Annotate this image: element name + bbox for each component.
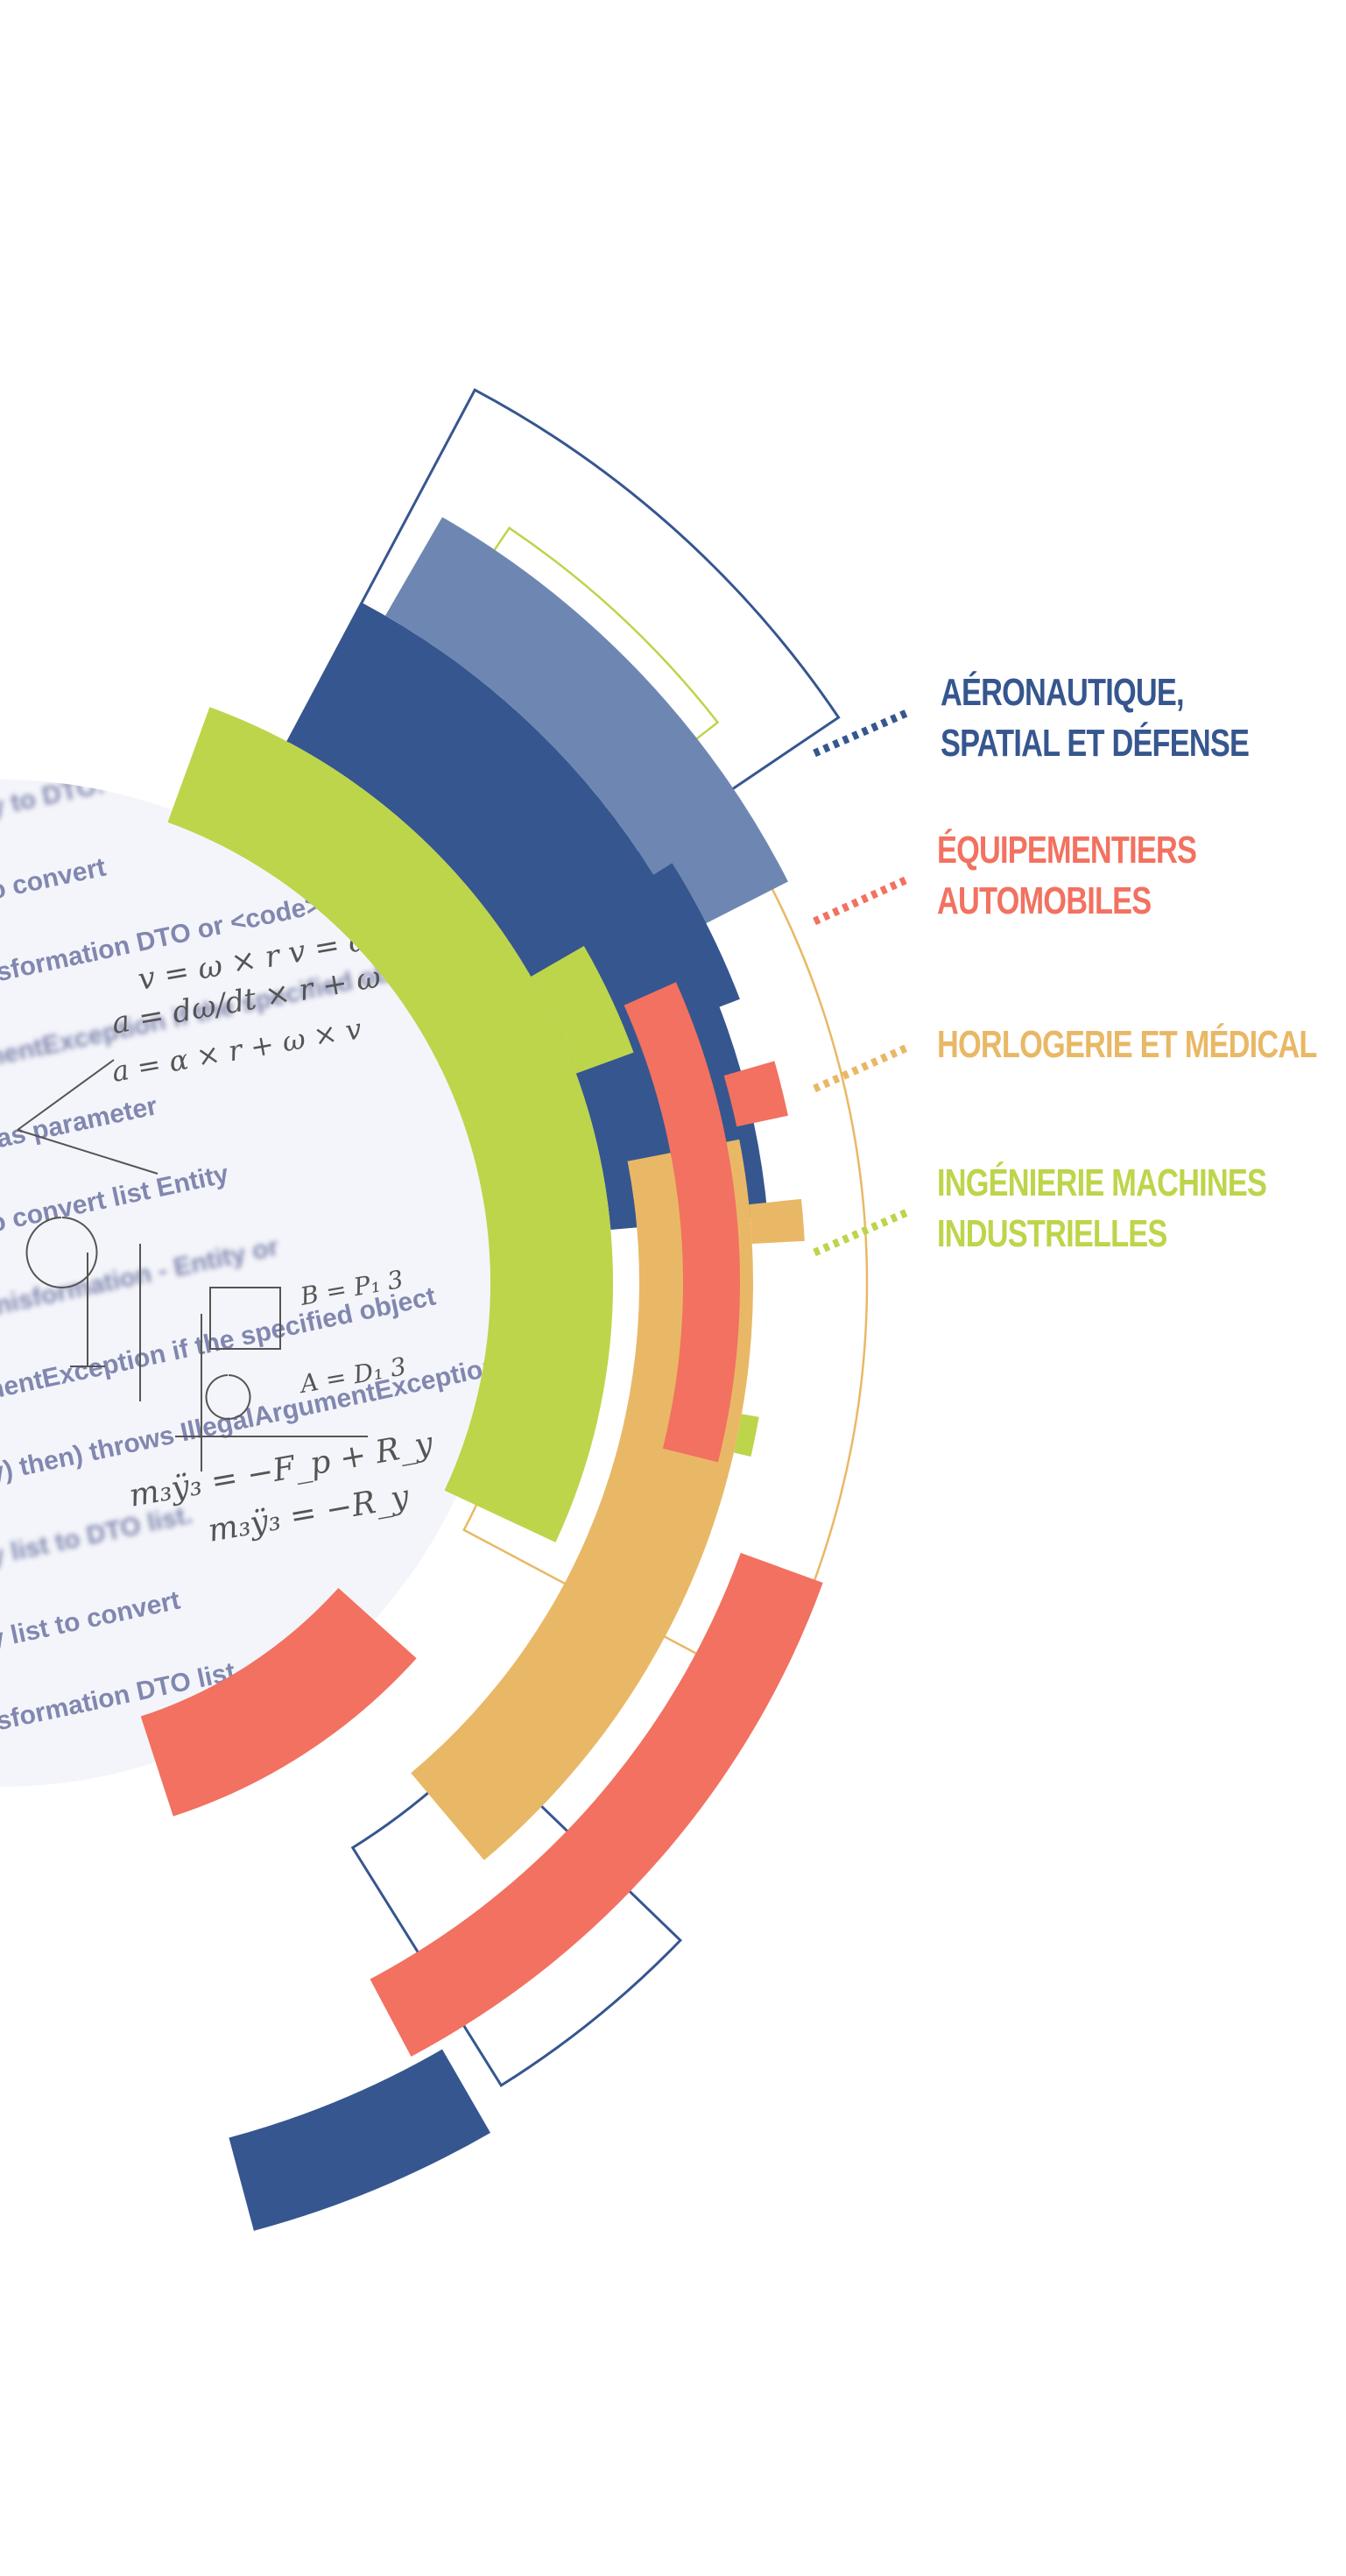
category-line: ÉQUIPEMENTIERS xyxy=(937,829,1197,872)
light-navy-ring-segment xyxy=(385,517,788,934)
category-line: INDUSTRIELLES xyxy=(937,1212,1167,1255)
navy-ring-segment-bottom xyxy=(229,2049,490,2231)
rings-group xyxy=(140,388,869,2231)
mechanics-sketch-line xyxy=(17,1059,115,1131)
lime-notch-tab xyxy=(531,946,634,1074)
lime-pointer-tab xyxy=(733,1414,759,1457)
category-line: AUTOMOBILES xyxy=(937,879,1152,922)
mechanics-sketch-line xyxy=(25,1217,98,1288)
category-line: INGÉNIERIE MACHINES xyxy=(937,1161,1267,1204)
gold-ring-segment xyxy=(411,1139,753,1860)
mechanics-sketch-line xyxy=(17,1129,159,1175)
connector-industrial xyxy=(813,1208,909,1257)
mechanics-sketch-line xyxy=(209,1287,281,1350)
coral-ring-segment-lower xyxy=(370,1552,823,2057)
category-label-industrial-machines: INGÉNIERIE MACHINES INDUSTRIELLES xyxy=(937,1158,1267,1260)
gold-pointer-tab xyxy=(749,1198,805,1244)
connectors-group xyxy=(813,707,913,1257)
navy-ring-segment-top xyxy=(287,603,768,1230)
lime-ring-segment xyxy=(167,707,613,1542)
navy-pointer-tab xyxy=(638,863,740,1013)
mechanics-sketch-line xyxy=(205,1374,251,1420)
category-label-automotive: ÉQUIPEMENTIERS AUTOMOBILES xyxy=(937,825,1197,927)
connector-automotive xyxy=(813,875,909,926)
category-line: SPATIAL ET DÉFENSE xyxy=(941,722,1250,765)
category-line: HORLOGERIE ET MÉDICAL xyxy=(937,1023,1317,1066)
coral-ring-segment-inner xyxy=(140,1587,417,1817)
coral-pointer-tab xyxy=(723,1061,788,1127)
connector-aerospace xyxy=(813,707,913,758)
category-line: AÉRONAUTIQUE, xyxy=(941,671,1185,714)
category-label-aerospace: AÉRONAUTIQUE, SPATIAL ET DÉFENSE xyxy=(941,667,1250,769)
connector-watchmaking xyxy=(813,1043,909,1093)
coral-ring-segment-right xyxy=(624,982,741,1463)
category-label-watchmaking-medical: HORLOGERIE ET MÉDICAL xyxy=(937,1020,1317,1070)
